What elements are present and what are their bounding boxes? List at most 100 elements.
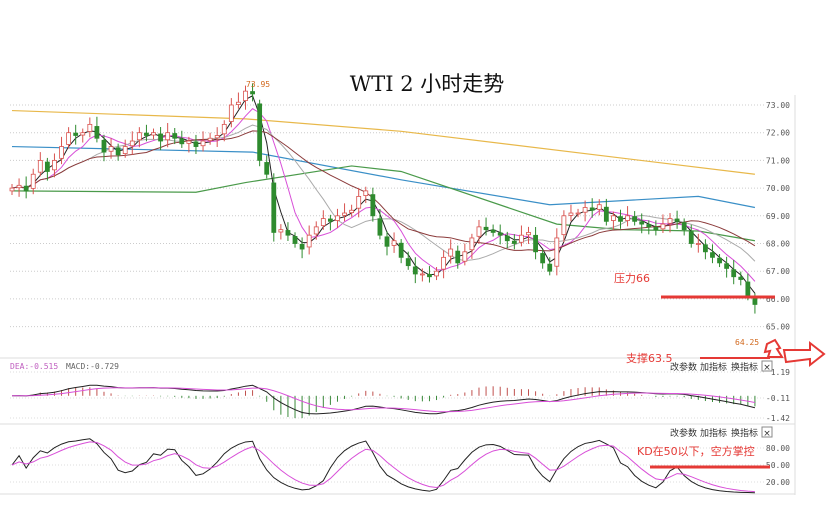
candle bbox=[695, 233, 701, 253]
switch-indicator-button[interactable]: 换指标 bbox=[731, 427, 758, 439]
kd-annotation: KD在50以下，空方掌控 bbox=[637, 444, 755, 458]
kd-tick-label: 80.00 bbox=[766, 444, 790, 453]
candle bbox=[299, 237, 305, 259]
arrow-right-icon bbox=[782, 340, 826, 368]
candle-body bbox=[193, 141, 199, 147]
candle-body bbox=[179, 138, 185, 145]
candle bbox=[483, 217, 489, 236]
candle bbox=[243, 85, 248, 110]
candle-body bbox=[335, 215, 340, 221]
low-label: 64.25 bbox=[735, 338, 759, 347]
candle-body bbox=[738, 276, 744, 280]
candle-body bbox=[582, 207, 588, 213]
candle bbox=[292, 232, 298, 248]
candle bbox=[320, 210, 326, 230]
candle-body bbox=[419, 273, 425, 276]
candle bbox=[731, 259, 737, 285]
candle-body bbox=[660, 223, 666, 230]
candle bbox=[398, 239, 404, 264]
arrow-down-right-icon bbox=[763, 338, 784, 358]
candle-body bbox=[101, 139, 107, 153]
price-tick-label: 73.00 bbox=[766, 101, 790, 110]
add-indicator-button[interactable]: 加指标 bbox=[700, 361, 727, 373]
edit-params-button[interactable]: 改参数 bbox=[670, 427, 697, 439]
candle-body bbox=[37, 159, 43, 173]
candle-body bbox=[483, 226, 489, 231]
edit-params-button[interactable]: 改参数 bbox=[670, 361, 697, 373]
macd-tick-label: -1.42 bbox=[766, 414, 790, 423]
candle-body bbox=[398, 242, 404, 258]
moving-average-line bbox=[11, 165, 756, 242]
candle-body bbox=[349, 209, 355, 214]
candle bbox=[129, 131, 135, 155]
candle-body bbox=[144, 132, 149, 136]
candle bbox=[434, 267, 439, 281]
kd-panel: 80.00 50.00 20.00 bbox=[10, 438, 790, 494]
candle-body bbox=[370, 194, 376, 217]
candle bbox=[455, 245, 461, 269]
candle bbox=[611, 211, 616, 230]
candle-body bbox=[66, 132, 72, 145]
candle-body bbox=[653, 226, 659, 231]
candle-body bbox=[405, 258, 411, 267]
candle bbox=[108, 138, 114, 159]
candle bbox=[540, 249, 546, 269]
candle bbox=[193, 134, 199, 155]
candle bbox=[122, 139, 128, 158]
add-indicator-button[interactable]: 加指标 bbox=[700, 427, 727, 439]
candle-body bbox=[490, 229, 496, 233]
candle bbox=[285, 222, 291, 242]
candle-body bbox=[236, 101, 241, 105]
candle bbox=[738, 271, 744, 286]
candle bbox=[526, 226, 531, 244]
dea-label: DEA:-0.515 bbox=[10, 362, 58, 371]
close-icon[interactable] bbox=[761, 360, 773, 372]
candle-body bbox=[44, 161, 50, 172]
candle bbox=[717, 254, 722, 268]
candle-body bbox=[9, 187, 15, 192]
candle-body bbox=[596, 204, 602, 210]
candle bbox=[660, 214, 666, 233]
candle-body bbox=[688, 231, 694, 244]
candle-body bbox=[448, 248, 454, 257]
candle bbox=[236, 92, 241, 109]
candle-body bbox=[151, 132, 156, 136]
price-tick-label: 65.00 bbox=[766, 323, 790, 332]
candle-body bbox=[271, 182, 277, 233]
candle bbox=[59, 136, 64, 165]
candle bbox=[186, 136, 192, 153]
candle-body bbox=[731, 269, 737, 278]
candle bbox=[37, 152, 43, 177]
candle bbox=[136, 127, 142, 148]
macd-label: MACD:-0.729 bbox=[66, 362, 119, 371]
candle-body bbox=[632, 216, 638, 222]
switch-indicator-button[interactable]: 换指标 bbox=[731, 361, 758, 373]
candle-body bbox=[702, 244, 708, 253]
candle bbox=[158, 127, 163, 151]
high-label: 73.95 bbox=[246, 80, 270, 89]
kd-tick-label: 50.00 bbox=[766, 461, 790, 470]
candle-body bbox=[214, 135, 220, 139]
candle bbox=[568, 204, 574, 222]
candle-body bbox=[745, 281, 751, 297]
candle bbox=[101, 134, 107, 162]
candle bbox=[469, 233, 475, 259]
candle-body bbox=[122, 146, 128, 155]
svg-text:×: × bbox=[763, 429, 771, 439]
close-icon[interactable] bbox=[761, 426, 773, 438]
candle-body bbox=[384, 236, 390, 247]
candle bbox=[363, 186, 369, 204]
price-tick-label: 70.00 bbox=[766, 184, 790, 193]
candle-body bbox=[221, 123, 227, 135]
candle-body bbox=[533, 234, 538, 253]
candle bbox=[207, 132, 213, 145]
macd-tick-label: -0.11 bbox=[766, 394, 790, 403]
candle-body bbox=[16, 184, 22, 189]
candle bbox=[306, 225, 312, 255]
candle bbox=[519, 225, 524, 247]
candle bbox=[667, 213, 673, 233]
candle-body bbox=[603, 206, 609, 222]
candle-body bbox=[554, 237, 560, 267]
